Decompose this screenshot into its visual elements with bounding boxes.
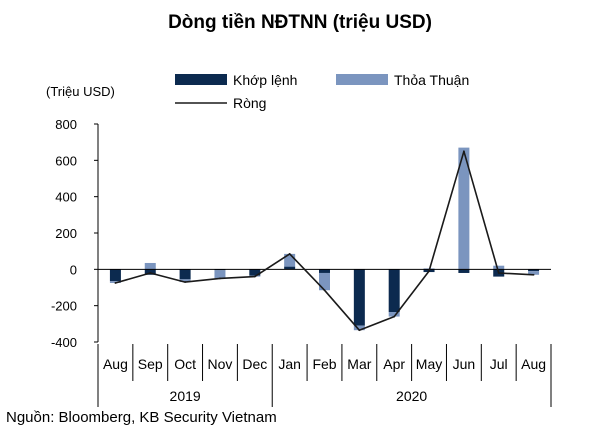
net-point bbox=[462, 150, 465, 153]
chart-title: Dòng tiền NĐTNN (triệu USD) bbox=[168, 12, 432, 33]
bar-negotiated bbox=[458, 147, 470, 270]
y-tick-label: 600 bbox=[55, 153, 77, 168]
y-axis-label: (Triệu USD) bbox=[46, 84, 115, 99]
x-tick-label: Apr bbox=[383, 356, 405, 372]
y-tick-label: 400 bbox=[55, 190, 77, 205]
bar-negotiated bbox=[144, 262, 156, 270]
net-point bbox=[253, 275, 256, 278]
y-tick-label: 200 bbox=[55, 226, 77, 241]
net-point bbox=[184, 281, 187, 283]
bar-matched bbox=[458, 269, 470, 273]
net-point bbox=[219, 277, 221, 280]
x-tick-label: Mar bbox=[347, 356, 371, 372]
bar-negotiated bbox=[493, 265, 505, 270]
x-tick-label: Nov bbox=[208, 356, 233, 372]
x-tick-label: Sep bbox=[138, 356, 163, 372]
bar-matched bbox=[109, 269, 121, 282]
legend-swatch-negotiated bbox=[336, 74, 388, 85]
bar-matched bbox=[319, 269, 330, 273]
bar-negotiated bbox=[179, 279, 191, 283]
x-tick-label: Aug bbox=[521, 356, 546, 372]
net-point bbox=[393, 315, 396, 318]
bar-negotiated bbox=[388, 312, 400, 317]
bar-matched bbox=[388, 269, 400, 313]
net-point bbox=[497, 272, 500, 274]
bar-negotiated bbox=[109, 281, 121, 283]
source-note: Nguồn: Bloomberg, KB Security Vietnam bbox=[6, 409, 277, 426]
y-tick-label: 0 bbox=[70, 262, 77, 277]
net-point bbox=[149, 272, 152, 274]
bar-negotiated bbox=[214, 270, 226, 279]
y-tick-label: -400 bbox=[51, 335, 77, 350]
bar-negotiated bbox=[353, 325, 365, 331]
bar-matched bbox=[284, 266, 296, 270]
net-point bbox=[288, 252, 291, 255]
x-tick-label: Jun bbox=[453, 356, 476, 372]
bar-negotiated bbox=[319, 272, 330, 291]
bar-matched bbox=[353, 269, 365, 326]
legend-label-negotiated: Thỏa Thuận bbox=[394, 72, 469, 88]
year-group-label: 2020 bbox=[396, 388, 427, 404]
x-tick-label: Dec bbox=[242, 356, 267, 372]
bar-matched bbox=[144, 269, 156, 275]
x-tick-label: Jul bbox=[490, 356, 508, 372]
y-tick-label: 800 bbox=[55, 117, 77, 132]
x-tick-label: Jan bbox=[278, 356, 301, 372]
net-point bbox=[428, 270, 430, 273]
bar-matched bbox=[249, 269, 261, 276]
x-tick-label: Feb bbox=[312, 356, 336, 372]
bar-negotiated bbox=[528, 271, 540, 275]
y-tick-label: -200 bbox=[51, 299, 77, 314]
legend-swatch-matched bbox=[175, 74, 227, 85]
year-group-label: 2019 bbox=[170, 388, 201, 404]
net-point bbox=[532, 273, 535, 276]
net-point bbox=[323, 289, 326, 292]
legend-label-net: Ròng bbox=[233, 95, 266, 111]
net-line bbox=[115, 150, 534, 332]
bar-matched bbox=[179, 269, 191, 280]
bar-matched bbox=[528, 269, 540, 272]
x-tick-label: May bbox=[416, 356, 442, 372]
bar-negotiated bbox=[284, 253, 296, 267]
x-tick-label: Oct bbox=[174, 356, 196, 372]
x-tick-label: Aug bbox=[103, 356, 128, 372]
legend-label-matched: Khớp lệnh bbox=[233, 72, 297, 88]
net-point bbox=[358, 329, 361, 332]
net-point bbox=[114, 282, 117, 284]
